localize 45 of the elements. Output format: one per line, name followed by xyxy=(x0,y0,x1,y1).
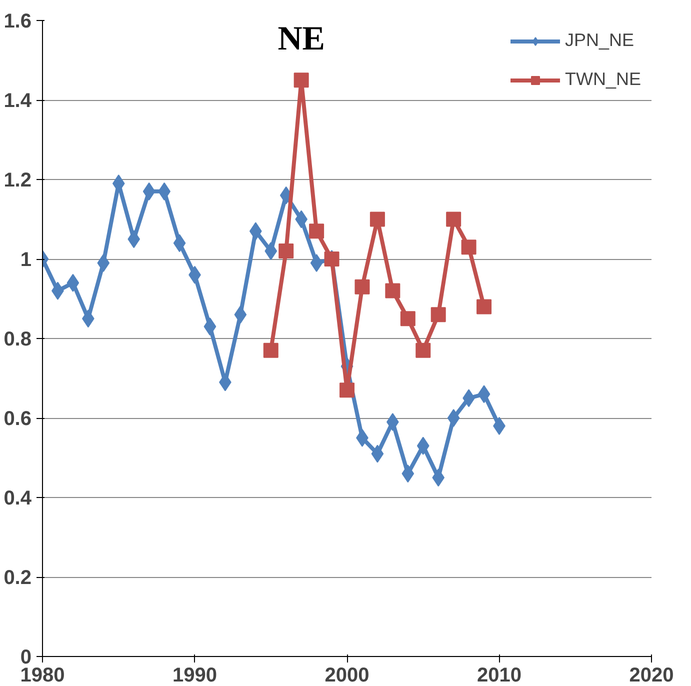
point xyxy=(370,212,385,227)
point xyxy=(400,311,416,326)
y-tick-label: 1.6 xyxy=(4,10,32,32)
point xyxy=(249,222,262,240)
point xyxy=(204,318,216,336)
point xyxy=(278,244,294,259)
point xyxy=(66,274,80,292)
point xyxy=(294,72,309,88)
point xyxy=(402,464,414,483)
legend-label: JPN_NE xyxy=(565,30,634,51)
y-tick-label: 1 xyxy=(20,249,32,271)
point xyxy=(173,234,186,252)
point xyxy=(385,283,400,298)
point xyxy=(264,242,278,260)
point xyxy=(416,342,431,358)
y-tick-label: 1.4 xyxy=(4,90,32,112)
legend-label: TWN_NE xyxy=(565,69,641,90)
point xyxy=(142,182,156,200)
x-tick-label: 2010 xyxy=(477,664,522,686)
y-tick-label: 0.8 xyxy=(4,328,32,350)
point xyxy=(97,254,110,272)
chart-title: NE xyxy=(278,20,325,58)
point xyxy=(461,240,476,255)
y-tick-label: 0.4 xyxy=(4,488,32,510)
x-tick-label: 2020 xyxy=(629,664,674,686)
point xyxy=(446,212,462,227)
point xyxy=(371,444,384,463)
point xyxy=(354,279,370,294)
point xyxy=(309,224,324,239)
y-tick-label: 0.6 xyxy=(4,408,32,430)
point xyxy=(476,299,492,314)
point xyxy=(340,382,354,398)
point xyxy=(416,436,430,455)
point xyxy=(432,468,445,487)
x-tick-label: 2000 xyxy=(324,664,370,686)
point xyxy=(478,385,490,404)
point xyxy=(430,307,446,322)
point xyxy=(234,306,247,324)
point xyxy=(263,342,278,358)
point xyxy=(310,254,323,272)
point xyxy=(128,230,140,248)
point xyxy=(447,409,460,427)
y-tick-label: 0.2 xyxy=(4,567,32,589)
y-tick-label: 1.2 xyxy=(4,170,32,192)
x-tick-label: 1990 xyxy=(172,664,218,686)
